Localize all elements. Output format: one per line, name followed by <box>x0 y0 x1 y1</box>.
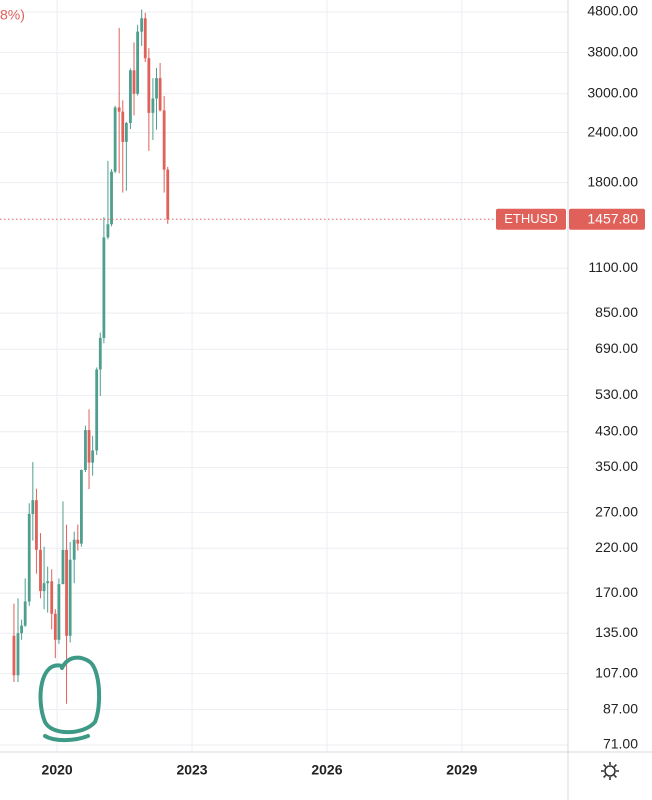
candle-body <box>124 122 128 142</box>
y-tick-label: 1100.00 <box>588 259 638 275</box>
y-tick-label: 1800.00 <box>587 173 638 189</box>
candle-body <box>50 581 54 614</box>
candle-body <box>143 18 147 59</box>
candle-body <box>23 601 27 626</box>
candle-body <box>79 470 83 544</box>
y-tick-label: 4800.00 <box>587 3 638 19</box>
candle-body <box>61 549 65 585</box>
candle-body <box>87 430 91 463</box>
candle-body <box>16 633 20 676</box>
y-tick-label: 690.00 <box>595 340 638 356</box>
candle-body <box>42 583 46 592</box>
candle-body <box>117 107 121 112</box>
gear-teeth[interactable] <box>601 762 619 780</box>
x-tick-label: 2023 <box>176 762 207 778</box>
candle-body <box>91 450 95 463</box>
candle-body <box>76 539 80 544</box>
candle-body <box>132 70 136 94</box>
candle-body <box>158 78 162 111</box>
y-tick-label: 2400.00 <box>587 123 638 139</box>
candle-body <box>12 635 16 676</box>
candles <box>12 9 170 704</box>
candle-body <box>136 31 140 94</box>
candle-body <box>106 224 110 238</box>
y-tick-label: 135.00 <box>595 624 638 640</box>
symbol-tag <box>496 208 566 230</box>
candle-body <box>27 513 31 602</box>
candle-body <box>162 110 166 170</box>
y-tick-label: 71.00 <box>603 736 638 752</box>
candle-body <box>39 549 42 592</box>
y-tick-label: 430.00 <box>595 422 638 438</box>
candle-body <box>166 169 170 220</box>
candle-body <box>65 549 68 636</box>
y-tick-label: 530.00 <box>595 386 638 402</box>
candle-body <box>31 500 35 514</box>
candle-body <box>102 237 106 338</box>
y-tick-label: 220.00 <box>595 539 638 555</box>
candle-body <box>46 581 50 584</box>
candle-body <box>84 430 87 471</box>
candle-body <box>35 500 38 550</box>
candle-body <box>113 107 117 172</box>
price-tag <box>569 208 645 230</box>
candle-body <box>151 98 155 113</box>
header-fragment: 8%) <box>0 7 25 23</box>
candle-body <box>95 369 99 451</box>
candle-body <box>68 559 72 636</box>
x-tick-label: 2029 <box>446 762 477 778</box>
candle-body <box>57 584 61 640</box>
candle-body <box>72 539 76 560</box>
y-tick-label: 270.00 <box>595 503 638 519</box>
settings-icon[interactable] <box>601 762 619 780</box>
candle-body <box>147 58 151 113</box>
y-tick-label: 170.00 <box>595 584 638 600</box>
price-label: 1457.80 <box>587 211 638 227</box>
candle-body <box>121 111 125 142</box>
hand-drawn-circle <box>38 655 102 743</box>
x-tick-label: 2026 <box>311 762 342 778</box>
candle-body <box>155 78 158 99</box>
y-tick-label: 3000.00 <box>587 84 638 100</box>
candle-body <box>140 18 144 32</box>
candle-body <box>110 171 113 225</box>
y-tick-label: 87.00 <box>603 700 638 716</box>
candle-body <box>129 70 132 123</box>
y-tick-label: 3800.00 <box>587 43 638 59</box>
y-tick-label: 350.00 <box>595 458 638 474</box>
candle-body <box>98 337 102 370</box>
y-tick-label: 107.00 <box>595 664 638 680</box>
gear[interactable] <box>604 765 616 777</box>
candle-body <box>53 613 57 640</box>
y-tick-label: 850.00 <box>595 304 638 320</box>
candle-body <box>20 625 23 634</box>
symbol-label: ETHUSD <box>504 211 557 226</box>
x-tick-label: 2020 <box>42 762 73 778</box>
